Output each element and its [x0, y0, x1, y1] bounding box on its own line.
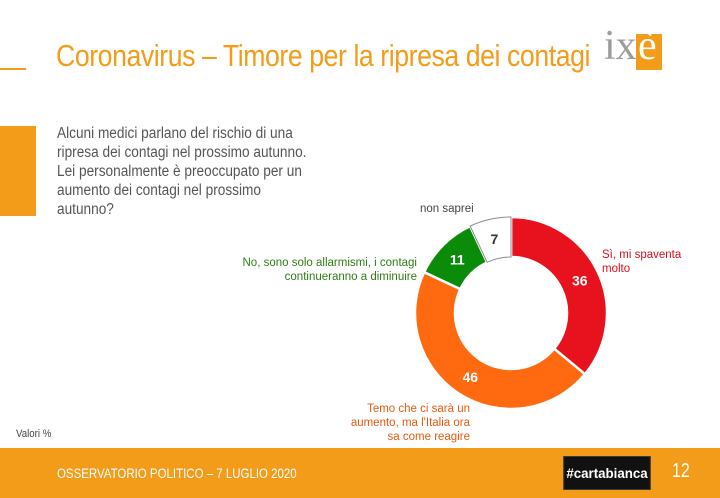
slice-label-nonsaprei: non saprei — [420, 202, 474, 216]
slice-label-temo-line-1: Temo che ci sarà un — [367, 403, 470, 415]
donut-slices — [413, 215, 609, 411]
slice-label-temo-line-2: aumento, ma l'Italia ora — [350, 417, 470, 429]
question-text: Alcuni medici parlano del rischio di una… — [57, 125, 307, 218]
slice-label-temo: Temo che ci sarà un aumento, ma l'Italia… — [330, 402, 470, 444]
slice-label-no-line-1: No, sono solo allarmismi, i contagi — [242, 257, 418, 269]
donut-value-temo: 46 — [462, 369, 478, 385]
ixe-logo: ix è — [604, 20, 662, 72]
slice-label-nonsaprei-line: non saprei — [420, 203, 474, 215]
page-title: Coronavirus – Timore per la ripresa dei … — [56, 38, 590, 73]
logo-box — [636, 34, 662, 70]
slice-label-si-line-2: molto — [602, 263, 631, 275]
cartabianca-badge: #cartabianca — [563, 456, 651, 490]
side-accent-block — [0, 126, 36, 216]
donut-slice-si — [509, 215, 609, 376]
values-note: Valori % — [16, 428, 52, 440]
slice-label-si-line-1: Sì, mi spaventa — [602, 249, 682, 261]
footer-text: OSSERVATORIO POLITICO – 7 LUGLIO 2020 — [57, 465, 297, 481]
footer-bar: OSSERVATORIO POLITICO – 7 LUGLIO 2020 #c… — [0, 448, 720, 498]
donut-value-si: 36 — [572, 273, 588, 289]
logo-ix: ix — [604, 23, 637, 69]
logo-e: è — [638, 23, 657, 69]
page-number: 12 — [672, 460, 690, 482]
donut-value-nonsaprei: 7 — [491, 231, 499, 247]
donut-slice-temo — [413, 270, 587, 411]
donut-value-labels: 36 46 11 7 — [450, 231, 588, 385]
donut-value-no: 11 — [450, 251, 465, 267]
slice-label-no-line-2: continueranno a diminuire — [284, 271, 417, 283]
slice-label-temo-line-3: sa come reagire — [387, 431, 470, 443]
donut-slice-nonsaprei-outline — [469, 216, 512, 263]
slice-label-si: Sì, mi spaventa molto — [602, 248, 681, 276]
title-rule — [0, 68, 26, 70]
slice-label-no: No, sono solo allarmismi, i contagi cont… — [210, 256, 418, 284]
